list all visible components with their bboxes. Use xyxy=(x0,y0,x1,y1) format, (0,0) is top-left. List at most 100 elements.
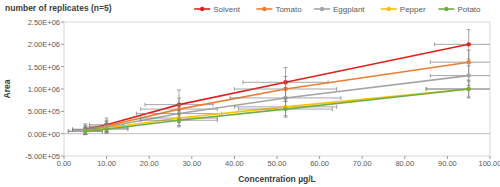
legend-label: Tomato xyxy=(275,5,302,14)
plot-frame xyxy=(64,22,490,156)
error-bar-cap xyxy=(467,80,471,81)
error-bar xyxy=(467,80,471,98)
x-axis-title: Concentration µg/L xyxy=(238,174,316,184)
x-error-bar-cap xyxy=(136,112,137,116)
x-error-bar-line xyxy=(426,89,490,90)
x-tick-label: 60.00 xyxy=(310,159,329,168)
error-bar-cap xyxy=(284,101,288,102)
marker xyxy=(467,87,471,91)
error-bar-cap xyxy=(284,76,288,77)
error-bar-cap xyxy=(105,121,109,122)
x-error-bar-cap xyxy=(144,103,145,107)
y-tick-label: 1.00E+06 xyxy=(28,85,60,94)
x-tick-label: 50.00 xyxy=(268,159,287,168)
error-bar-cap xyxy=(105,125,109,126)
error-bar-cap xyxy=(467,50,471,51)
error-bar-cap xyxy=(83,134,87,135)
x-tick-label: 40.00 xyxy=(225,159,244,168)
error-bar-cap xyxy=(105,133,109,134)
error-bar-cap xyxy=(467,29,471,30)
error-bar xyxy=(467,81,471,97)
error-bar-cap xyxy=(177,97,181,98)
x-tick-label: 30.00 xyxy=(182,159,201,168)
y-tick xyxy=(61,133,64,134)
error-bar xyxy=(177,105,181,123)
x-tick-label: 0.00 xyxy=(57,159,72,168)
series-line xyxy=(85,44,468,129)
error-bar-cap xyxy=(467,97,471,98)
x-error-bar-cap xyxy=(430,74,431,78)
error-bar-cap xyxy=(177,104,181,105)
x-error-bar-cap xyxy=(332,107,333,111)
x-error-bar-line xyxy=(426,89,490,90)
x-error-bar-cap xyxy=(72,127,73,131)
x-error-bar-line xyxy=(435,44,490,45)
error-bar xyxy=(177,114,181,127)
error-bar-cap xyxy=(83,123,87,124)
error-bar-cap xyxy=(177,126,181,127)
error-bar xyxy=(83,126,87,134)
x-error-bar-cap xyxy=(434,42,435,46)
y-tick-label: 0.00E+00 xyxy=(28,130,60,139)
x-tick-label: 10.00 xyxy=(97,159,116,168)
legend: SolventTomatoEggplantPepperPotato xyxy=(194,5,481,14)
x-tick-label: 20.00 xyxy=(140,159,159,168)
x-tick-label: 80.00 xyxy=(395,159,414,168)
x-tick-label: 70.00 xyxy=(353,159,372,168)
y-tick-label: -5.00E+05 xyxy=(25,152,60,161)
error-bar-cap xyxy=(83,134,87,135)
y-tick xyxy=(61,89,64,90)
legend-marker xyxy=(200,7,204,11)
error-bar-cap xyxy=(83,134,87,135)
error-bar-cap xyxy=(284,87,288,88)
marks xyxy=(68,30,490,135)
legend-label: Solvent xyxy=(213,5,240,14)
error-bar xyxy=(105,122,109,133)
y-tick-label: 2.50E+06 xyxy=(28,18,60,27)
marker xyxy=(467,73,471,77)
marker xyxy=(177,118,181,122)
x-error-bar-cap xyxy=(234,87,235,91)
x-error-bar-cap xyxy=(217,118,218,122)
series-line xyxy=(85,89,468,131)
x-error-bar-cap xyxy=(234,105,235,109)
x-error-bar-line xyxy=(230,97,341,98)
marker xyxy=(83,129,87,133)
error-bar-cap xyxy=(177,110,181,111)
y-tick-label: 2.00E+06 xyxy=(28,40,60,49)
error-bar-cap xyxy=(105,118,109,119)
error-bar xyxy=(83,127,87,134)
error-bar-cap xyxy=(284,97,288,98)
x-error-bar-cap xyxy=(140,118,141,122)
x-error-bar-line xyxy=(430,62,490,63)
y-tick xyxy=(61,44,64,45)
legend-marker xyxy=(444,7,448,11)
x-error-bar-cap xyxy=(68,129,69,133)
legend-marker xyxy=(387,7,391,11)
series-line xyxy=(85,89,468,131)
error-bar xyxy=(83,125,87,134)
error-bar-cap xyxy=(177,113,181,114)
x-error-bar-cap xyxy=(127,127,128,131)
x-tick-label: 100.00 xyxy=(479,159,500,168)
y-tick-label: 5.00E+05 xyxy=(28,107,60,116)
y-tick xyxy=(61,111,64,112)
y-tick xyxy=(61,22,64,23)
legend-marker xyxy=(262,7,266,11)
legend-marker xyxy=(320,7,324,11)
error-bar xyxy=(284,101,288,117)
title: number of replicates (n=5) xyxy=(5,3,112,13)
marker xyxy=(283,107,287,111)
x-error-bar-cap xyxy=(336,105,337,109)
error-bar-cap xyxy=(284,117,288,118)
x-error-bar-line xyxy=(136,113,221,114)
legend-label: Pepper xyxy=(400,5,426,14)
error-bar-cap xyxy=(105,123,109,124)
error-bar-cap xyxy=(467,65,471,66)
legend-label: Potato xyxy=(457,5,481,14)
x-error-bar-cap xyxy=(68,129,69,133)
x-error-bar-cap xyxy=(426,87,427,91)
error-bar-cap xyxy=(105,120,109,121)
error-bar-cap xyxy=(467,97,471,98)
x-error-bar-cap xyxy=(242,80,243,84)
